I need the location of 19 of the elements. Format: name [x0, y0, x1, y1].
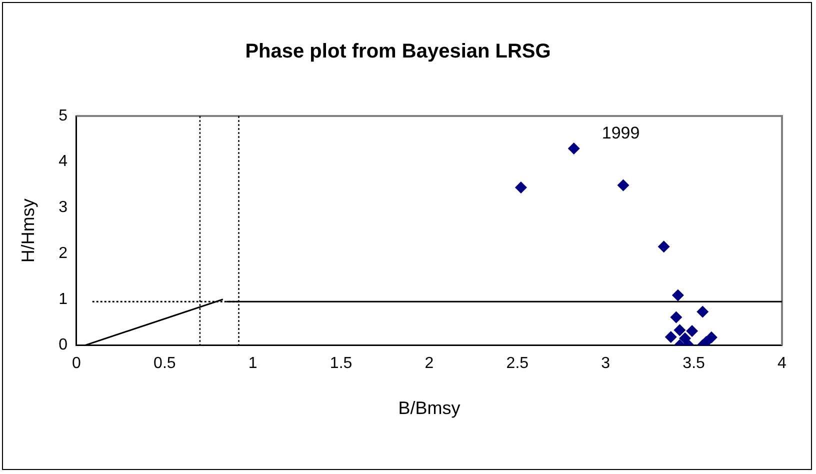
x-tick-label: 0.5 [154, 355, 176, 372]
y-tick-label: 4 [58, 153, 68, 170]
annotation: 1999 [602, 124, 640, 143]
x-tick-label: 0 [72, 355, 82, 372]
y-tick-label: 2 [58, 244, 68, 262]
y-tick-label: 1 [58, 290, 68, 308]
x-axis-title: B/Bmsy [398, 398, 460, 418]
x-tick-label: 2 [424, 355, 434, 372]
y-tick-label: 0 [58, 336, 68, 354]
chart-title: Phase plot from Bayesian LRSG [245, 40, 551, 63]
x-tick-label: 1 [248, 355, 258, 372]
x-tick-label: 2.5 [506, 355, 529, 372]
x-tick-label: 4 [778, 355, 787, 372]
x-tick-label: 3 [601, 355, 610, 372]
y-tick-label: 3 [58, 199, 68, 216]
y-axis-title: H/Hmsy [18, 198, 38, 263]
x-tick-label: 1.5 [330, 355, 352, 372]
y-tick-label: 5 [58, 107, 68, 124]
x-tick-label: 3.5 [682, 355, 706, 372]
